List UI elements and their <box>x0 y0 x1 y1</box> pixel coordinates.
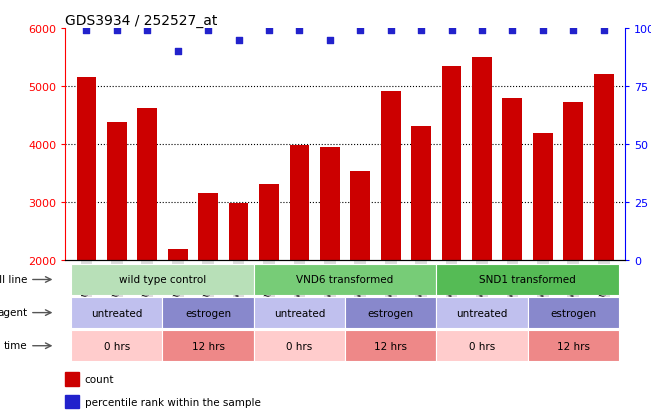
Bar <box>71 297 163 328</box>
Bar <box>163 330 254 361</box>
Bar <box>441 66 462 260</box>
Bar <box>137 109 157 260</box>
Point <box>385 28 396 35</box>
Text: estrogen: estrogen <box>368 308 414 318</box>
Text: untreated: untreated <box>456 308 508 318</box>
Text: cell line: cell line <box>0 274 27 284</box>
Bar <box>65 372 79 386</box>
Point <box>233 37 243 44</box>
Point <box>447 28 457 35</box>
Bar <box>65 395 79 408</box>
Point <box>598 28 609 35</box>
Bar <box>527 297 619 328</box>
Point <box>173 49 183 55</box>
Text: 0 hrs: 0 hrs <box>469 341 495 351</box>
Bar <box>594 75 613 260</box>
Text: percentile rank within the sample: percentile rank within the sample <box>85 396 260 407</box>
Point <box>477 28 487 35</box>
Bar <box>290 146 309 260</box>
Text: 12 hrs: 12 hrs <box>374 341 407 351</box>
Bar <box>320 148 340 260</box>
Bar <box>436 297 527 328</box>
Text: time: time <box>4 340 27 350</box>
Text: 0 hrs: 0 hrs <box>104 341 130 351</box>
Point <box>538 28 548 35</box>
Bar <box>254 297 345 328</box>
Text: agent: agent <box>0 307 27 317</box>
Point <box>568 28 579 35</box>
Bar <box>527 330 619 361</box>
Bar <box>259 185 279 260</box>
Bar <box>107 123 127 260</box>
Bar <box>345 330 436 361</box>
Point <box>81 28 92 35</box>
Bar <box>71 264 254 295</box>
Bar <box>563 103 583 260</box>
Bar <box>436 264 619 295</box>
Text: count: count <box>85 374 114 384</box>
Text: estrogen: estrogen <box>185 308 231 318</box>
Text: untreated: untreated <box>273 308 325 318</box>
Text: GDS3934 / 252527_at: GDS3934 / 252527_at <box>65 14 217 28</box>
Point <box>355 28 365 35</box>
Point <box>203 28 214 35</box>
Bar <box>254 264 436 295</box>
Bar <box>350 172 370 260</box>
Point <box>507 28 518 35</box>
Bar <box>503 98 522 260</box>
Bar <box>77 78 96 260</box>
Text: wild type control: wild type control <box>119 275 206 285</box>
Bar <box>198 194 218 260</box>
Point <box>111 28 122 35</box>
Text: SND1 transformed: SND1 transformed <box>479 275 576 285</box>
Point <box>264 28 274 35</box>
Bar <box>168 250 187 260</box>
Point <box>142 28 152 35</box>
Point <box>416 28 426 35</box>
Point <box>294 28 305 35</box>
Bar <box>381 91 400 260</box>
Bar <box>436 330 527 361</box>
Bar <box>345 297 436 328</box>
Bar <box>71 330 163 361</box>
Text: 12 hrs: 12 hrs <box>557 341 590 351</box>
Bar <box>411 127 431 260</box>
Text: VND6 transformed: VND6 transformed <box>296 275 394 285</box>
Text: untreated: untreated <box>91 308 143 318</box>
Text: 0 hrs: 0 hrs <box>286 341 312 351</box>
Bar <box>229 204 249 260</box>
Bar <box>533 134 553 260</box>
Point <box>325 37 335 44</box>
Bar <box>254 330 345 361</box>
Text: 12 hrs: 12 hrs <box>191 341 225 351</box>
Bar <box>163 297 254 328</box>
Bar <box>472 58 492 260</box>
Text: estrogen: estrogen <box>550 308 596 318</box>
